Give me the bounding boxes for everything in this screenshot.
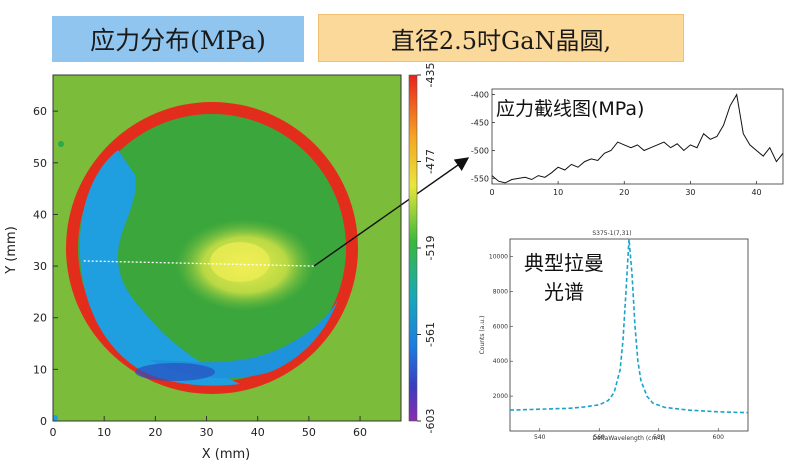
colorbar-tick-label: -477	[424, 149, 437, 174]
raman-annotation-text-2: 光谱	[544, 280, 584, 304]
line-cut-title: 应力截线图(MPa)	[496, 98, 644, 120]
raman-y-tick-label: 2000	[493, 393, 508, 400]
raman-y-tick-label: 8000	[493, 288, 508, 295]
map-y-ticks: 0 10 20 30 40 50 60	[33, 105, 58, 428]
line-cut-x-ticks: 0 10 20 30 40	[489, 181, 762, 197]
raman-y-label: Counts (a.u.)	[479, 316, 486, 355]
line-cut-y-tick-label: -500	[471, 146, 489, 155]
low-stress-region-lower	[150, 300, 338, 379]
raman-x-tick-label: 560	[594, 434, 606, 441]
line-cut-frame	[491, 88, 784, 185]
low-stress-region-deep	[135, 363, 215, 381]
raman-x-ticks: 540 560 580 600	[534, 428, 724, 441]
raman-x-label: DeltaWavelength (cm-1)	[592, 435, 665, 442]
raman-y-tick-label: 6000	[493, 323, 508, 330]
line-cut-y-ticks: -400 -450 -500 -550	[471, 91, 495, 183]
map-y-tick-label: 60	[33, 105, 47, 118]
line-cut-y-tick-label: -400	[471, 91, 489, 100]
map-y-tick-label: 30	[33, 260, 47, 273]
raman-y-tick-label: 10000	[489, 253, 508, 260]
line-cut-chart: 0 10 20 30 40 -400 -450 -500 -550 应力截线图(MPa)	[471, 88, 784, 197]
colorbar-ticks: -435 -477 -519 -561 -603	[417, 63, 437, 434]
map-y-tick-label: 20	[33, 312, 47, 325]
line-cut-series	[491, 93, 784, 184]
raman-y-ticks: 2000 4000 6000 8000 10000	[489, 253, 513, 400]
map-y-tick-label: 10	[33, 363, 47, 376]
map-x-tick-label: 50	[302, 426, 316, 439]
colorbar-tick-label: -603	[424, 409, 437, 434]
map-x-label: X (mm)	[202, 447, 251, 462]
raman-spectrum-chart: S375-1(7,31) 540 560 580 600 2000 4000 6000 80…	[479, 230, 749, 442]
map-x-tick-label: 40	[251, 426, 265, 439]
line-cut-x-tick-label: 20	[619, 188, 629, 197]
map-x-tick-label: 30	[200, 426, 214, 439]
colorbar-tick-label: -561	[424, 322, 437, 347]
map-x-tick-label: 10	[97, 426, 111, 439]
wafer-description-title: 直径2.5吋GaN晶圆,	[318, 14, 684, 62]
line-cut-x-tick-label: 40	[751, 188, 761, 197]
raman-x-tick-label: 580	[653, 434, 665, 441]
stress-map	[53, 75, 401, 421]
line-cut-arrow	[313, 157, 470, 267]
map-y-label: Y (mm)	[4, 226, 19, 275]
low-stress-region	[79, 150, 240, 386]
map-x-tick-label: 20	[148, 426, 162, 439]
raman-frame	[509, 238, 749, 432]
raman-x-tick-label: 600	[713, 434, 725, 441]
map-y-tick-label: 50	[33, 157, 47, 170]
colorbar	[408, 74, 418, 422]
raman-x-tick-label: 540	[534, 434, 546, 441]
raman-series	[509, 238, 749, 414]
raman-annotation-text-1: 典型拉曼	[524, 251, 604, 275]
map-y-tick-label: 0	[40, 415, 47, 428]
line-cut-y-tick-label: -450	[471, 119, 489, 128]
map-x-ticks: 0 10 20 30 40 50 60	[50, 416, 367, 439]
raman-y-tick-label: 4000	[493, 358, 508, 365]
map-frame	[52, 74, 402, 422]
map-y-tick-label: 40	[33, 208, 47, 221]
raman-annotation-line2: 光谱	[544, 280, 584, 304]
raman-chart-title: S375-1(7,31)	[592, 230, 631, 237]
line-cut-x-tick-label: 30	[685, 188, 695, 197]
colorbar-tick-label: -435	[424, 63, 437, 88]
map-spot	[53, 415, 58, 421]
colorbar-tick-label: -519	[424, 236, 437, 261]
high-stress-core-bright	[210, 242, 270, 282]
stress-distribution-title: 应力分布(MPa)	[52, 16, 304, 62]
map-x-tick-label: 60	[353, 426, 367, 439]
line-cut-y-tick-label: -550	[471, 174, 489, 183]
line-cut-x-tick-label: 10	[553, 188, 563, 197]
line-cut-x-tick-label: 0	[489, 188, 494, 197]
raman-annotation-line1: 典型拉曼	[524, 251, 604, 275]
map-x-tick-label: 0	[50, 426, 57, 439]
map-spot	[58, 141, 64, 147]
